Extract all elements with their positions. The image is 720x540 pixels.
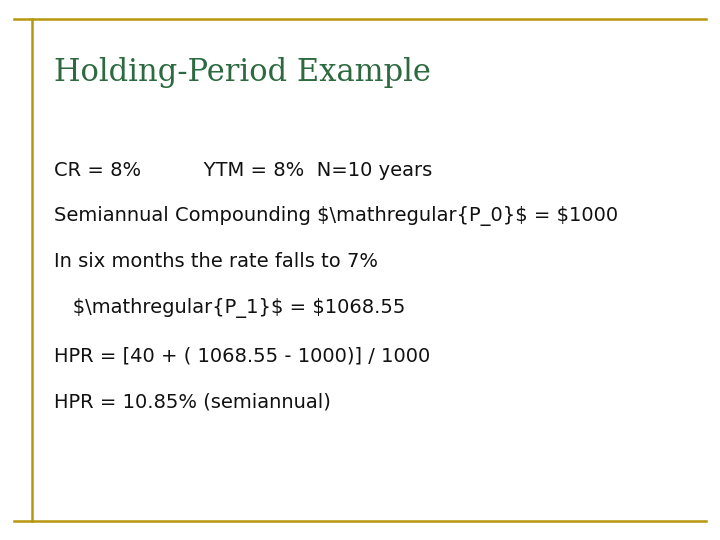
Text: Holding-Period Example: Holding-Period Example — [54, 57, 431, 89]
Text: CR = 8%          YTM = 8%  N=10 years: CR = 8% YTM = 8% N=10 years — [54, 160, 432, 180]
Text: HPR = [40 + ( 1068.55 - 1000)] / 1000: HPR = [40 + ( 1068.55 - 1000)] / 1000 — [54, 347, 431, 366]
Text: Semiannual Compounding $\mathregular{P_0}$ = $1000: Semiannual Compounding $\mathregular{P_0… — [54, 206, 618, 226]
Text: $\mathregular{P_1}$ = $1068.55: $\mathregular{P_1}$ = $1068.55 — [54, 298, 405, 318]
Text: HPR = 10.85% (semiannual): HPR = 10.85% (semiannual) — [54, 393, 331, 412]
Text: In six months the rate falls to 7%: In six months the rate falls to 7% — [54, 252, 378, 272]
